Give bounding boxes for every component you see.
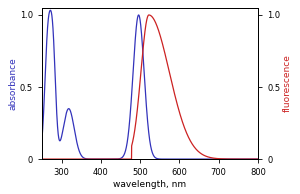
X-axis label: wavelength, nm: wavelength, nm: [113, 180, 187, 189]
Y-axis label: absorbance: absorbance: [8, 57, 17, 110]
Y-axis label: fluorescence: fluorescence: [283, 55, 292, 112]
